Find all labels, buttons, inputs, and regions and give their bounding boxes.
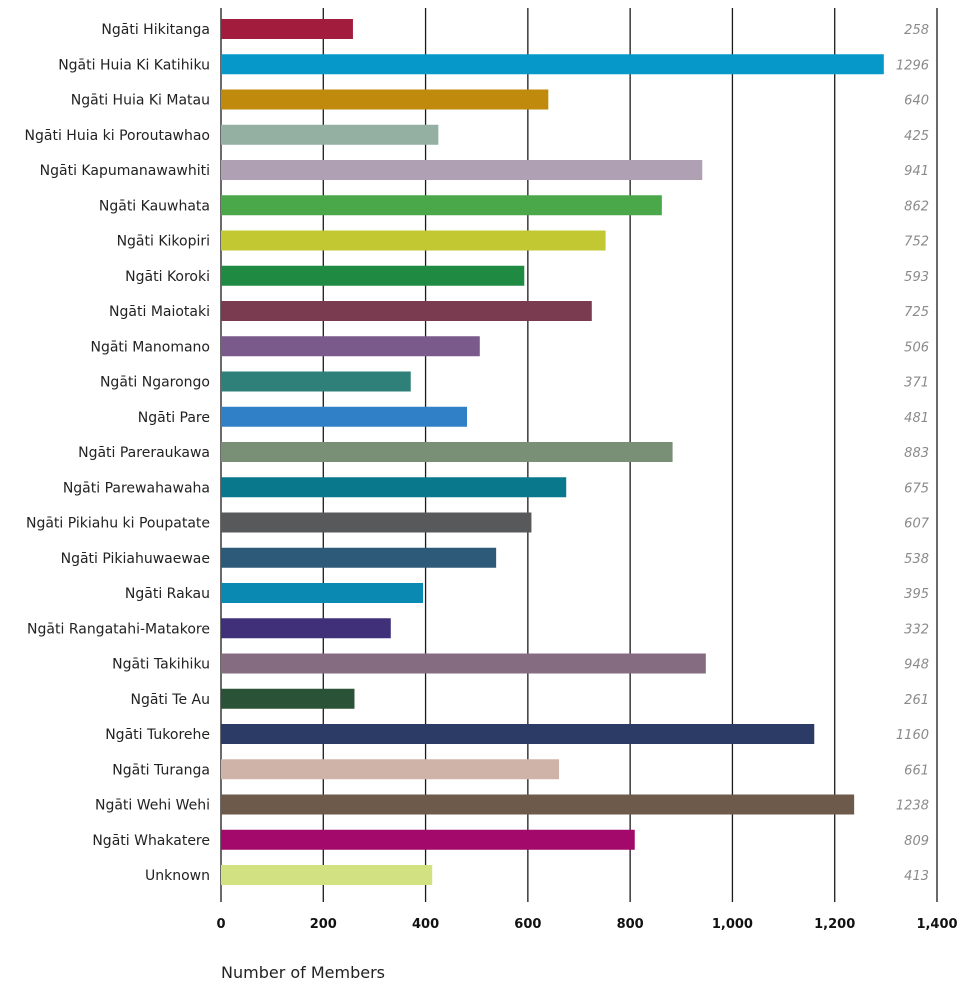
value-label: 809 bbox=[904, 834, 929, 849]
category-label: Ngāti Hikitanga bbox=[101, 22, 210, 38]
bar bbox=[221, 688, 355, 709]
x-tick-label: 800 bbox=[617, 917, 644, 932]
bar bbox=[221, 336, 480, 357]
value-label: 593 bbox=[904, 270, 929, 285]
bar bbox=[221, 265, 525, 286]
value-label: 538 bbox=[904, 552, 929, 567]
value-label: 395 bbox=[904, 587, 929, 602]
bar bbox=[221, 301, 592, 321]
bar bbox=[221, 124, 439, 145]
value-label: 1238 bbox=[896, 799, 929, 814]
category-label: Ngāti Huia Ki Katihiku bbox=[58, 57, 210, 73]
category-label: Ngāti Kikopiri bbox=[117, 234, 210, 250]
category-label: Ngāti Pikiahu ki Poupatate bbox=[26, 516, 210, 532]
bar bbox=[221, 618, 391, 639]
category-label: Ngāti Turanga bbox=[112, 762, 210, 778]
value-label: 883 bbox=[904, 446, 929, 461]
x-tick-label: 1,200 bbox=[814, 917, 855, 932]
category-label: Ngāti Tukorehe bbox=[105, 727, 210, 743]
category-label: Ngāti Pareraukawa bbox=[78, 445, 210, 461]
value-label: 258 bbox=[904, 23, 929, 38]
category-label: Ngāti Huia ki Poroutawhao bbox=[25, 128, 210, 144]
category-label: Ngāti Ngarongo bbox=[100, 375, 210, 391]
value-label: 640 bbox=[904, 94, 929, 109]
value-label: 948 bbox=[904, 658, 929, 673]
value-label: 332 bbox=[904, 622, 929, 637]
category-label: Ngāti Takihiku bbox=[112, 657, 210, 673]
value-label: 862 bbox=[904, 199, 929, 214]
category-label: Ngāti Kauwhata bbox=[99, 198, 210, 214]
x-tick-label: 0 bbox=[216, 917, 225, 932]
bar bbox=[221, 477, 567, 498]
value-label: 425 bbox=[904, 129, 929, 144]
bar bbox=[221, 794, 855, 815]
bar bbox=[221, 442, 673, 462]
bar bbox=[221, 865, 433, 885]
value-label: 261 bbox=[904, 693, 929, 708]
bar bbox=[221, 829, 635, 850]
category-label: Ngāti Parewahawaha bbox=[63, 480, 210, 496]
x-axis-tick-labels: 0 200 400 600 800 1,000 1,200 1,400 bbox=[216, 917, 957, 932]
value-label: 371 bbox=[904, 376, 929, 391]
x-tick-label: 1,400 bbox=[916, 917, 957, 932]
bar bbox=[221, 759, 560, 780]
value-label: 661 bbox=[904, 763, 929, 778]
category-label: Ngāti Manomano bbox=[90, 339, 210, 355]
bar bbox=[221, 583, 424, 603]
category-label: Ngāti Huia Ki Matau bbox=[71, 93, 210, 109]
value-label: 1160 bbox=[896, 728, 929, 743]
bar bbox=[221, 547, 497, 568]
value-label: 481 bbox=[904, 411, 929, 426]
bar bbox=[221, 724, 815, 744]
bar bbox=[221, 512, 532, 533]
bars bbox=[221, 19, 884, 885]
category-label: Ngāti Te Au bbox=[131, 692, 210, 708]
value-label: 506 bbox=[904, 340, 929, 355]
category-label: Ngāti Kapumanawawhiti bbox=[40, 163, 210, 179]
category-label: Ngāti Pikiahuwaewae bbox=[61, 551, 210, 567]
category-label: Ngāti Pare bbox=[138, 410, 210, 426]
category-label: Ngāti Koroki bbox=[125, 269, 210, 285]
category-label: Ngāti Whakatere bbox=[92, 833, 210, 849]
category-label: Ngāti Rangatahi-Matakore bbox=[27, 621, 210, 637]
value-label: 607 bbox=[904, 517, 930, 532]
bar bbox=[221, 19, 353, 39]
value-label: 675 bbox=[904, 481, 929, 496]
bar bbox=[221, 371, 411, 392]
bar bbox=[221, 195, 662, 216]
bar bbox=[221, 653, 706, 674]
category-labels: Ngāti Hikitanga Ngāti Huia Ki Katihiku Ngā… bbox=[25, 22, 210, 884]
x-tick-label: 1,000 bbox=[712, 917, 753, 932]
value-labels: 258 1296 640 425 941 862 752 593 725 506 371 481 883… bbox=[896, 23, 930, 884]
x-tick-label: 400 bbox=[412, 917, 439, 932]
bar bbox=[221, 89, 549, 110]
value-label: 1296 bbox=[896, 58, 929, 73]
bar bbox=[221, 406, 467, 427]
x-tick-label: 200 bbox=[310, 917, 337, 932]
x-tick-label: 600 bbox=[514, 917, 541, 932]
category-label: Ngāti Rakau bbox=[125, 586, 210, 602]
category-label: Ngāti Maiotaki bbox=[109, 304, 210, 320]
bar bbox=[221, 54, 884, 75]
x-axis-title: Number of Members bbox=[221, 963, 385, 982]
bar bbox=[221, 160, 703, 180]
category-label: Unknown bbox=[145, 868, 210, 884]
bar bbox=[221, 230, 606, 251]
value-label: 752 bbox=[904, 235, 929, 250]
value-label: 413 bbox=[904, 869, 929, 884]
category-label: Ngāti Wehi Wehi bbox=[95, 798, 210, 814]
value-label: 725 bbox=[904, 305, 929, 320]
value-label: 941 bbox=[904, 164, 929, 179]
